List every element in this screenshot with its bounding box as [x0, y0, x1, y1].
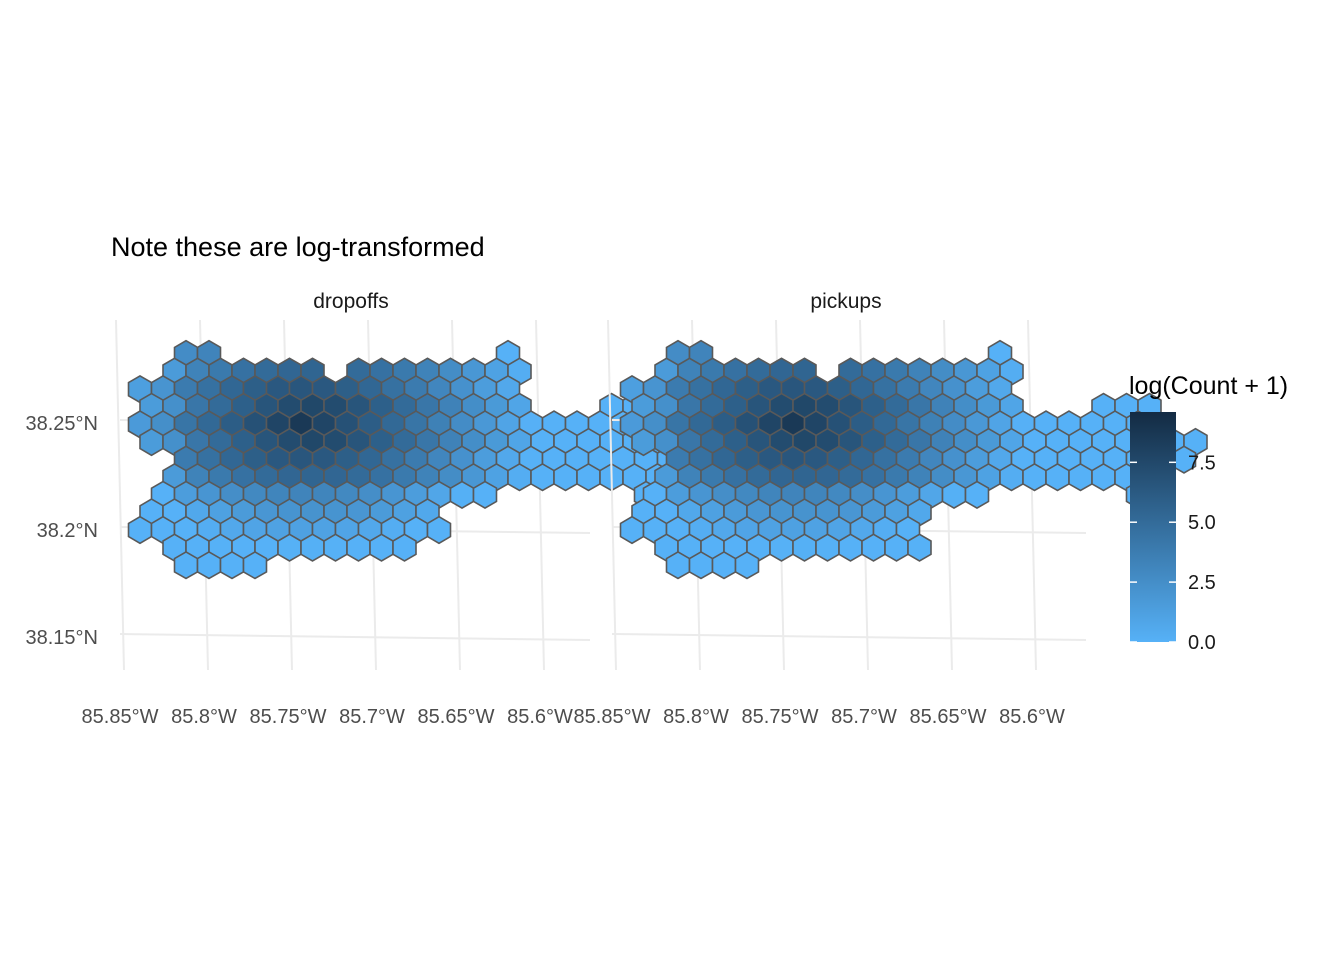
x-tick-label: 85.7°W	[831, 706, 897, 728]
hex-bin	[861, 533, 886, 562]
hex-bin	[392, 533, 417, 562]
hex-bin	[127, 515, 153, 545]
x-tick-label: 85.75°W	[742, 706, 819, 728]
hex-bin	[196, 550, 222, 580]
hex-bin	[907, 533, 932, 562]
x-tick-label: 85.8°W	[171, 706, 237, 728]
hex-bin	[507, 462, 532, 492]
hex-bin	[941, 480, 967, 510]
x-tick-label: 85.85°W	[82, 706, 159, 728]
x-gridline	[1027, 319, 1037, 671]
y-axis: 38.25°N 38.2°N 38.15°N	[26, 413, 99, 649]
y-gridline	[119, 633, 591, 641]
hex-bin	[219, 550, 245, 580]
hex-bin	[1091, 462, 1116, 492]
hex-bin	[619, 515, 645, 545]
x-tick-label: 85.6°W	[507, 706, 573, 728]
hex-bin	[838, 533, 863, 562]
hex-bin	[792, 533, 817, 562]
hex-bin	[300, 533, 325, 562]
x-tick-label: 85.85°W	[574, 706, 651, 728]
panel-dropoffs: dropoffs 85.85°W 85.8°W 85.75°W 85.7°W 85.65…	[82, 290, 716, 728]
legend-tick-label: 5.0	[1188, 512, 1216, 534]
hex-bin	[1045, 462, 1070, 492]
hex-bin	[769, 533, 794, 562]
hex-bin	[999, 462, 1024, 492]
legend: log(Count + 1) 0.0 2.5 5.0 7.5	[1129, 372, 1288, 654]
hex-bin	[711, 550, 737, 580]
x-tick-label: 85.65°W	[910, 706, 987, 728]
hex-bin	[346, 533, 371, 562]
hex-bin	[530, 462, 555, 492]
x-tick-label: 85.65°W	[418, 706, 495, 728]
hex-bin	[631, 427, 656, 457]
hex-bin	[139, 427, 164, 457]
legend-tick-label: 7.5	[1188, 452, 1216, 474]
x-gridline	[115, 319, 125, 671]
hex-bin	[449, 480, 475, 510]
x-tick-label: 85.75°W	[250, 706, 327, 728]
y-tick-label: 38.25°N	[26, 413, 99, 435]
hex-bin	[576, 462, 601, 492]
hex-bin	[688, 550, 714, 580]
hex-bin	[472, 480, 498, 510]
y-tick-label: 38.2°N	[37, 520, 98, 542]
hex-bin	[426, 515, 452, 545]
chart-title: Note these are log-transformed	[111, 232, 485, 262]
hex-bin	[815, 533, 840, 562]
hex-bin	[173, 550, 199, 580]
hex-bin	[1068, 462, 1093, 492]
hex-bin	[277, 533, 302, 562]
x-tick-label: 85.6°W	[999, 706, 1065, 728]
y-gridline	[611, 633, 1087, 641]
x-tick-label: 85.7°W	[339, 706, 405, 728]
facet-label-pickups: pickups	[810, 290, 881, 313]
hex-bin	[369, 533, 394, 562]
facet-label-dropoffs: dropoffs	[313, 290, 389, 313]
hex-bin	[1022, 462, 1047, 492]
legend-colorbar	[1130, 412, 1176, 642]
hex-bin	[734, 550, 760, 580]
legend-tick-label: 2.5	[1188, 572, 1216, 594]
legend-tick-label: 0.0	[1188, 632, 1216, 654]
hex-bin	[323, 533, 348, 562]
x-tick-label: 85.8°W	[663, 706, 729, 728]
hex-bin	[665, 550, 691, 580]
x-gridline	[535, 319, 545, 671]
hex-bin	[553, 462, 578, 492]
y-tick-label: 38.15°N	[26, 627, 99, 649]
hex-bin	[964, 480, 990, 510]
legend-title: log(Count + 1)	[1129, 372, 1288, 400]
hex-bin	[242, 550, 268, 580]
x-gridline	[607, 319, 617, 671]
panel-pickups: pickups 85.85°W 85.8°W 85.75°W 85.7°W 85.65°…	[574, 290, 1208, 728]
hex-bin	[884, 533, 909, 562]
